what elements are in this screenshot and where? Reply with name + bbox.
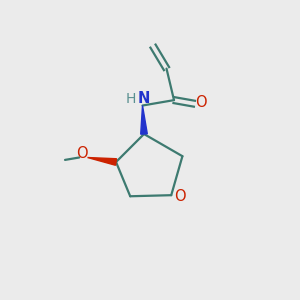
Polygon shape [141, 106, 147, 134]
Text: O: O [76, 146, 88, 161]
Text: H: H [126, 92, 136, 106]
Text: N: N [138, 92, 150, 106]
Text: O: O [174, 189, 185, 204]
Polygon shape [88, 158, 116, 165]
Text: O: O [195, 95, 207, 110]
